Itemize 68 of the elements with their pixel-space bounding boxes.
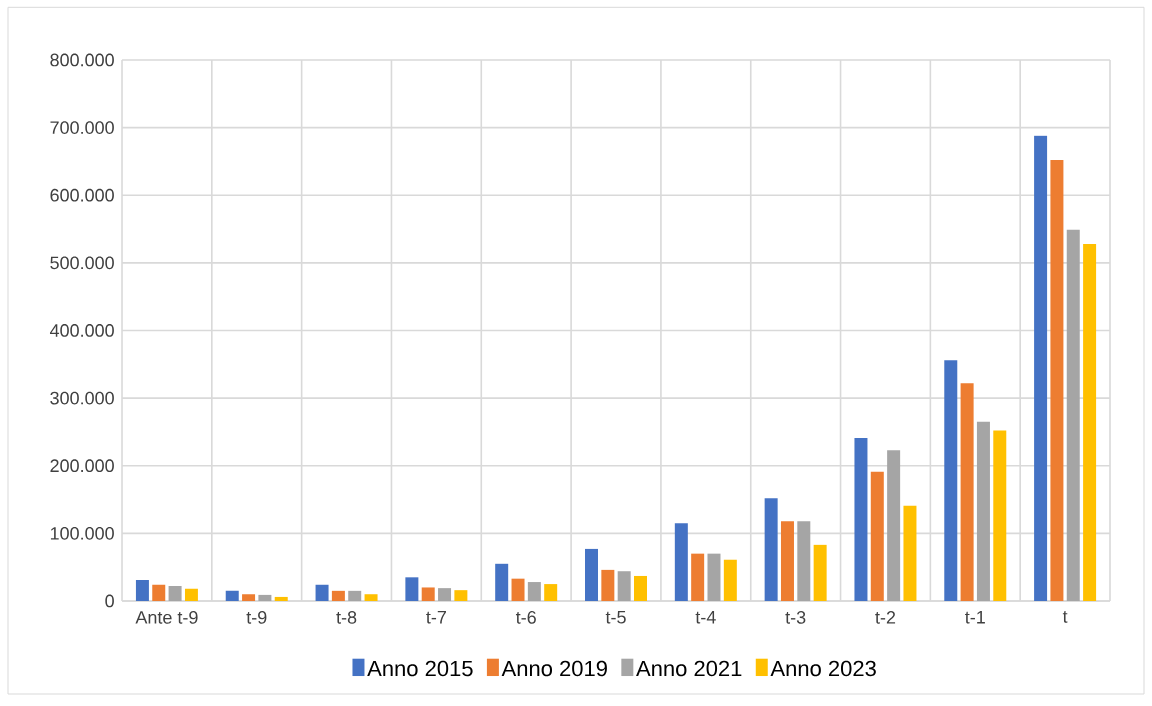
y-tick-label: 600.000 bbox=[50, 188, 114, 202]
bar bbox=[225, 590, 239, 601]
x-tick-label: t-2 bbox=[875, 611, 896, 624]
bar bbox=[780, 521, 794, 601]
bar bbox=[887, 450, 901, 601]
x-tick-label: t-3 bbox=[785, 611, 806, 624]
bar bbox=[331, 590, 345, 601]
bar bbox=[364, 594, 378, 601]
x-tick-label: t bbox=[1062, 611, 1068, 623]
bar bbox=[242, 594, 256, 601]
x-tick-label: t-8 bbox=[336, 611, 357, 624]
bar bbox=[691, 553, 705, 601]
y-tick-label: 300.000 bbox=[50, 391, 114, 405]
y-tick-label: 500.000 bbox=[50, 256, 114, 270]
bar bbox=[707, 553, 721, 601]
bar bbox=[348, 590, 362, 601]
x-tick-label: Ante t-9 bbox=[135, 611, 198, 624]
bar bbox=[274, 596, 288, 601]
bar bbox=[976, 421, 990, 601]
bar bbox=[258, 594, 272, 601]
bar bbox=[1083, 243, 1097, 601]
bar bbox=[960, 383, 974, 601]
bar bbox=[797, 521, 811, 601]
bar bbox=[168, 586, 182, 601]
bar bbox=[903, 505, 917, 601]
bar bbox=[993, 430, 1007, 601]
bar bbox=[813, 544, 827, 601]
x-tick-label: t-5 bbox=[605, 611, 626, 624]
bar bbox=[405, 577, 419, 601]
bar bbox=[1066, 229, 1080, 601]
legend-label: Anno 2023 bbox=[770, 660, 876, 677]
legend-label: Anno 2015 bbox=[367, 660, 473, 677]
y-tick-label: 700.000 bbox=[50, 121, 114, 134]
bar bbox=[870, 471, 884, 601]
bar bbox=[438, 588, 452, 601]
bar bbox=[454, 590, 468, 601]
bar bbox=[495, 563, 509, 601]
y-tick-label: 0 bbox=[105, 594, 114, 608]
x-tick-label: t-6 bbox=[515, 611, 536, 624]
bar bbox=[723, 559, 737, 601]
y-tick-label: 200.000 bbox=[50, 459, 114, 473]
y-tick-label: 400.000 bbox=[49, 324, 114, 337]
bar bbox=[544, 584, 558, 601]
x-tick-label: t-4 bbox=[695, 611, 716, 624]
bar bbox=[315, 584, 329, 601]
bar bbox=[184, 588, 198, 601]
bar bbox=[152, 584, 166, 601]
bar bbox=[585, 548, 599, 601]
legend-label: Anno 2019 bbox=[501, 660, 607, 677]
x-tick-label: t-1 bbox=[965, 611, 985, 624]
x-tick-label: t-9 bbox=[246, 611, 267, 624]
bar bbox=[527, 582, 541, 601]
bar bbox=[634, 575, 648, 601]
bar bbox=[617, 571, 631, 601]
bar bbox=[511, 578, 525, 601]
bar bbox=[854, 438, 868, 601]
bar bbox=[135, 580, 149, 601]
bar bbox=[1050, 160, 1064, 601]
y-tick-label: 100.000 bbox=[50, 526, 114, 540]
x-tick-label: t-7 bbox=[426, 611, 446, 624]
bar bbox=[764, 498, 778, 601]
bar bbox=[421, 587, 435, 601]
bar bbox=[1034, 135, 1048, 601]
y-tick-label: 800.000 bbox=[50, 53, 114, 67]
bar bbox=[601, 569, 615, 601]
bar bbox=[674, 523, 688, 601]
bar bbox=[944, 360, 958, 601]
legend-label: Anno 2021 bbox=[636, 660, 742, 677]
